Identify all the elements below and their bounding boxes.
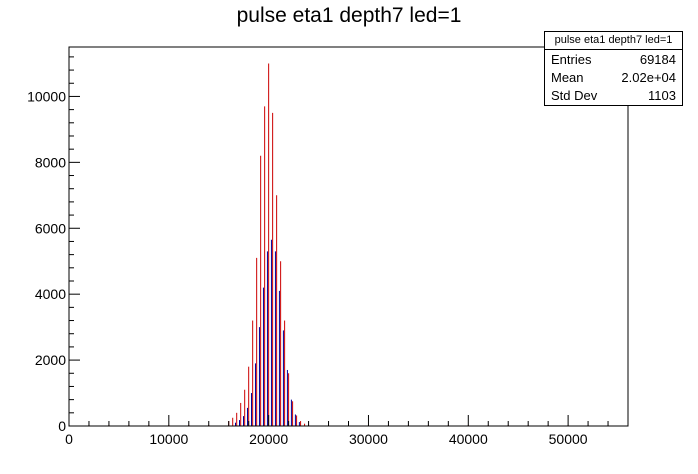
stats-row-entries: Entries 69184 [545,50,682,68]
y-tick-label: 10000 [27,88,66,104]
stats-row-stddev: Std Dev 1103 [545,86,682,104]
y-tick-label: 0 [58,418,66,434]
stats-label: Mean [551,70,584,85]
stats-box-header: pulse eta1 depth7 led=1 [545,32,682,50]
y-tick-label: 2000 [35,352,66,368]
x-tick-label: 20000 [249,431,288,447]
axes-layer: 0 10000 20000 30000 40000 50000 0 2000 4000 6000 8… [27,47,628,447]
stats-value: 1103 [648,88,676,103]
x-tick-label: 50000 [549,431,588,447]
stats-label: Std Dev [551,88,598,103]
x-tick-label: 30000 [349,431,388,447]
y-tick-label: 4000 [35,286,66,302]
stats-value: 2.02e+04 [621,70,676,85]
y-tick-label: 6000 [35,220,66,236]
y-tick-label: 8000 [35,154,66,170]
x-tick-label: 0 [65,431,73,447]
chart-title: pulse eta1 depth7 led=1 [236,4,462,27]
stats-box: pulse eta1 depth7 led=1 Entries 69184 Me… [544,31,683,106]
stats-row-mean: Mean 2.02e+04 [545,68,682,86]
x-tick-label: 40000 [449,431,488,447]
stats-label: Entries [551,52,592,67]
x-tick-label: 10000 [149,431,188,447]
bars-layer [88,63,609,426]
stats-value: 69184 [639,52,676,67]
